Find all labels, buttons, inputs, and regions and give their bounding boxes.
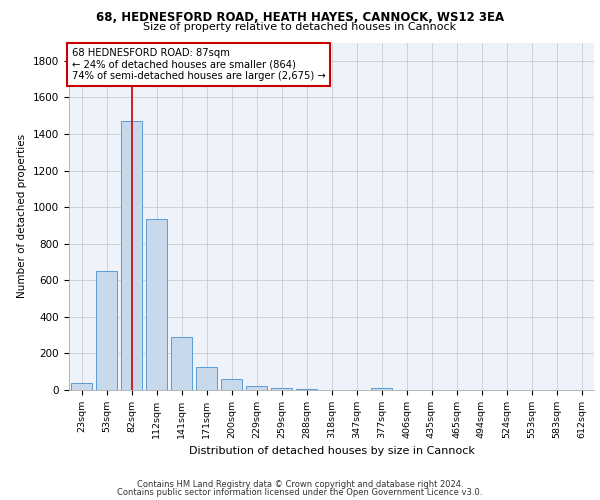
Bar — [196, 367, 217, 390]
Text: Contains public sector information licensed under the Open Government Licence v3: Contains public sector information licen… — [118, 488, 482, 497]
Text: 68, HEDNESFORD ROAD, HEATH HAYES, CANNOCK, WS12 3EA: 68, HEDNESFORD ROAD, HEATH HAYES, CANNOC… — [96, 11, 504, 24]
Bar — [96, 271, 117, 390]
Text: Size of property relative to detached houses in Cannock: Size of property relative to detached ho… — [143, 22, 457, 32]
Bar — [71, 383, 92, 390]
Y-axis label: Number of detached properties: Number of detached properties — [17, 134, 28, 298]
Text: 68 HEDNESFORD ROAD: 87sqm
← 24% of detached houses are smaller (864)
74% of semi: 68 HEDNESFORD ROAD: 87sqm ← 24% of detac… — [71, 48, 325, 81]
Text: Contains HM Land Registry data © Crown copyright and database right 2024.: Contains HM Land Registry data © Crown c… — [137, 480, 463, 489]
X-axis label: Distribution of detached houses by size in Cannock: Distribution of detached houses by size … — [188, 446, 475, 456]
Bar — [146, 219, 167, 390]
Bar — [171, 337, 192, 390]
Bar — [246, 386, 267, 390]
Bar — [221, 378, 242, 390]
Bar — [271, 388, 292, 390]
Bar — [121, 121, 142, 390]
Bar — [371, 388, 392, 390]
